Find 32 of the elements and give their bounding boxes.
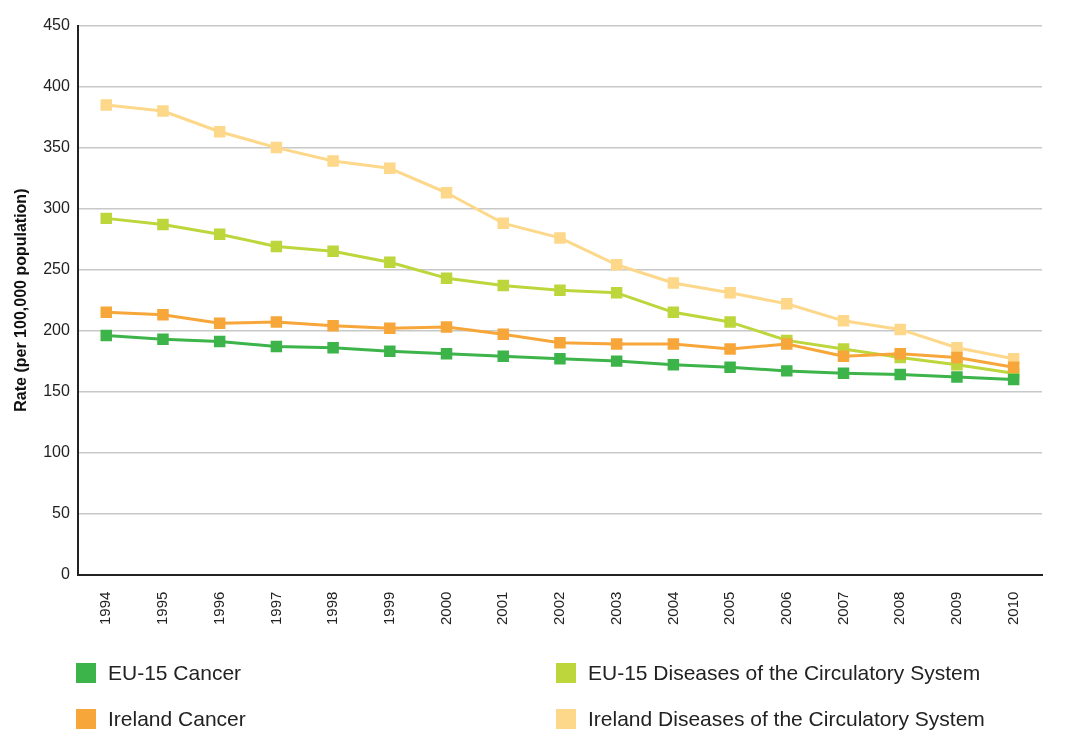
x-tick-label: 2005 <box>720 591 738 626</box>
legend-label: EU-15 Diseases of the Circulatory System <box>588 661 981 685</box>
legend-label: Ireland Cancer <box>108 707 246 731</box>
x-tick-label: 2009 <box>947 591 965 626</box>
y-tick-label: 250 <box>43 260 70 278</box>
x-tick-label: 2003 <box>606 591 624 626</box>
y-axis-title: Rate (per 100,000 population) <box>12 188 30 412</box>
y-tick-label: 100 <box>43 443 70 461</box>
y-tick-label: 0 <box>60 565 70 583</box>
x-tick-label: 1995 <box>153 591 171 626</box>
legend-label: EU-15 Cancer <box>108 661 242 685</box>
x-tick-label: 1999 <box>379 591 397 626</box>
legend-label: Ireland Diseases of the Circulatory System <box>588 707 985 731</box>
x-tick-label: 2008 <box>890 591 908 626</box>
x-tick-label: 2006 <box>776 591 794 626</box>
y-tick-label: 150 <box>43 382 70 400</box>
x-tick-label: 2007 <box>833 591 851 626</box>
x-tick-label: 2001 <box>493 591 511 626</box>
x-tick-label: 1996 <box>209 591 227 626</box>
x-tick-label: 1998 <box>323 591 341 626</box>
x-tick-label: 2000 <box>436 591 454 626</box>
y-tick-label: 200 <box>43 321 70 339</box>
x-tick-label: 2004 <box>663 591 681 626</box>
y-tick-label: 350 <box>43 138 70 156</box>
x-tick-label: 1994 <box>96 591 114 626</box>
x-tick-label: 1997 <box>266 591 284 626</box>
y-tick-label: 450 <box>43 16 70 34</box>
y-tick-label: 300 <box>43 199 70 217</box>
x-tick-label: 2002 <box>550 591 568 626</box>
y-tick-label: 400 <box>43 77 70 95</box>
y-tick-label: 50 <box>52 504 70 522</box>
x-tick-label: 2010 <box>1003 591 1021 626</box>
